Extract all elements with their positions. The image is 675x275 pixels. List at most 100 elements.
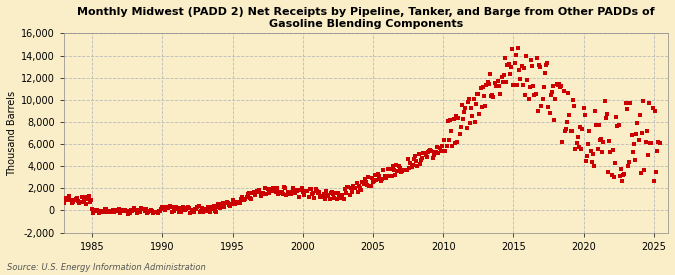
Point xyxy=(102,210,113,214)
Point xyxy=(416,158,427,162)
Point xyxy=(373,174,384,178)
Point xyxy=(99,210,109,214)
Point xyxy=(70,196,81,201)
Point xyxy=(108,208,119,212)
Point xyxy=(649,179,659,184)
Point xyxy=(95,209,106,213)
Point xyxy=(493,79,504,84)
Point xyxy=(599,99,610,103)
Point xyxy=(142,211,153,215)
Point xyxy=(394,166,405,170)
Point xyxy=(547,84,558,89)
Point xyxy=(155,209,165,213)
Point xyxy=(459,110,470,114)
Point xyxy=(317,195,328,199)
Point xyxy=(494,84,505,89)
Point xyxy=(562,120,572,124)
Point xyxy=(580,159,591,163)
Point xyxy=(213,202,224,206)
Point xyxy=(308,191,319,195)
Point xyxy=(391,163,402,167)
Point xyxy=(579,112,590,117)
Point xyxy=(468,97,479,101)
Point xyxy=(633,138,644,142)
Point xyxy=(327,190,338,194)
Point xyxy=(560,127,571,131)
Point xyxy=(89,209,100,213)
Point xyxy=(383,167,394,171)
Point xyxy=(158,207,169,211)
Point xyxy=(68,199,79,204)
Point xyxy=(622,164,633,168)
Point xyxy=(627,150,638,154)
Point xyxy=(509,60,520,65)
Point xyxy=(194,210,205,214)
Point xyxy=(568,98,578,102)
Point xyxy=(294,194,304,199)
Point xyxy=(126,209,137,213)
Point xyxy=(364,184,375,188)
Point xyxy=(496,75,507,79)
Point xyxy=(624,160,634,164)
Point xyxy=(595,138,605,142)
Point xyxy=(302,189,313,194)
Point xyxy=(329,196,340,200)
Point xyxy=(88,211,99,215)
Point xyxy=(440,149,451,153)
Point xyxy=(491,84,502,88)
Point xyxy=(639,168,650,173)
Point xyxy=(306,192,317,196)
Point xyxy=(424,148,435,153)
Point xyxy=(287,189,298,194)
Point xyxy=(394,164,404,168)
Point xyxy=(638,98,649,103)
Point xyxy=(474,112,485,116)
Point xyxy=(261,191,272,196)
Point xyxy=(322,193,333,197)
Point xyxy=(386,174,397,178)
Point xyxy=(351,181,362,185)
Point xyxy=(541,62,551,67)
Point xyxy=(174,206,185,210)
Point xyxy=(256,191,267,196)
Point xyxy=(321,189,331,193)
Point xyxy=(582,154,593,158)
Point xyxy=(183,205,194,209)
Point xyxy=(161,205,172,209)
Point xyxy=(590,109,601,114)
Point xyxy=(306,187,317,191)
Point xyxy=(241,194,252,199)
Point xyxy=(126,208,136,212)
Point xyxy=(592,147,603,151)
Point xyxy=(486,94,497,98)
Point xyxy=(565,129,576,134)
Point xyxy=(223,201,234,205)
Point xyxy=(236,195,247,200)
Point xyxy=(608,148,618,152)
Point xyxy=(646,141,657,145)
Point xyxy=(499,73,510,78)
Point xyxy=(569,104,580,108)
Point xyxy=(601,112,612,116)
Point xyxy=(644,101,655,105)
Point xyxy=(196,209,207,213)
Point xyxy=(504,72,515,77)
Point xyxy=(507,47,518,51)
Point xyxy=(330,191,341,195)
Point xyxy=(260,186,271,190)
Point xyxy=(550,97,561,101)
Point xyxy=(135,210,146,214)
Point xyxy=(111,208,122,212)
Point xyxy=(574,125,585,130)
Point xyxy=(242,192,253,196)
Point xyxy=(392,168,403,173)
Point xyxy=(159,207,170,212)
Point xyxy=(611,114,622,119)
Point xyxy=(488,95,499,99)
Point xyxy=(566,129,577,133)
Point xyxy=(130,208,141,212)
Point xyxy=(460,106,470,111)
Point xyxy=(338,197,349,201)
Point xyxy=(479,94,489,98)
Point xyxy=(525,58,536,62)
